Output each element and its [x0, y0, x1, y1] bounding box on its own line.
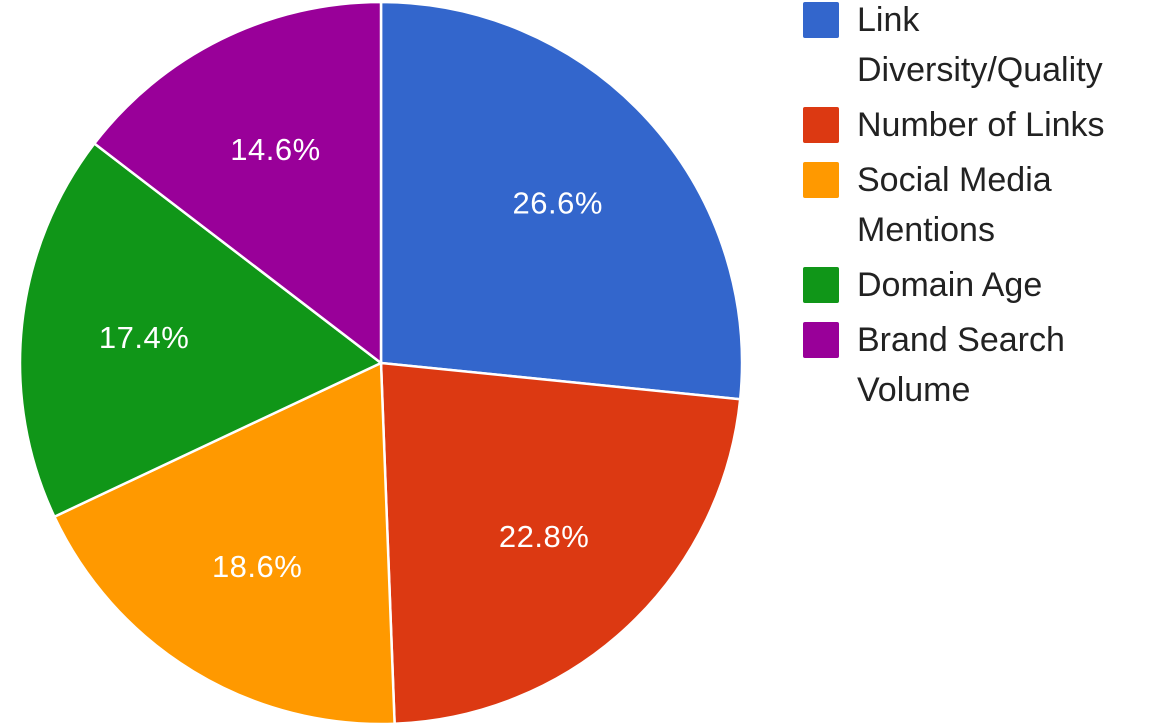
pie-plot: 26.6% 22.8% 18.6% 17.4% 14.6%	[18, 0, 744, 725]
legend-label: Number of Links	[857, 106, 1105, 144]
pie-slices	[18, 0, 744, 725]
pie-slice-number-of-links[interactable]	[379, 361, 742, 725]
legend-item[interactable]: Number of Links	[803, 105, 1173, 150]
legend-swatch	[803, 322, 839, 358]
legend-swatch	[803, 2, 839, 38]
slice-data-label: 22.8%	[499, 519, 589, 554]
legend: Link Diversity/Quality Number of Links S…	[803, 0, 1173, 425]
legend-swatch	[803, 107, 839, 143]
legend-label: Domain Age	[857, 266, 1043, 304]
legend-item[interactable]: Brand Search Volume	[803, 320, 1173, 415]
slice-data-label: 26.6%	[513, 186, 603, 221]
pie-data-labels: 26.6% 22.8% 18.6% 17.4% 14.6%	[99, 132, 603, 584]
legend-label: Brand Search Volume	[857, 321, 1065, 409]
legend-item[interactable]: Domain Age	[803, 265, 1173, 310]
pie-slice-domain-age[interactable]	[18, 142, 383, 518]
pie-slice-link-diversity-quality[interactable]	[379, 0, 744, 401]
pie-slice-brand-search-volume[interactable]	[93, 0, 383, 365]
legend-swatch	[803, 162, 839, 198]
legend-label: Link Diversity/Quality	[857, 1, 1103, 89]
slice-data-label: 18.6%	[212, 549, 302, 584]
legend-item[interactable]: Social Media Mentions	[803, 160, 1173, 255]
legend-swatch	[803, 267, 839, 303]
slice-data-label: 17.4%	[99, 320, 189, 355]
pie-slice-social-media-mentions[interactable]	[53, 361, 396, 725]
legend-label: Social Media Mentions	[857, 161, 1052, 249]
legend-item[interactable]: Link Diversity/Quality	[803, 0, 1173, 95]
slice-data-label: 14.6%	[230, 132, 320, 167]
